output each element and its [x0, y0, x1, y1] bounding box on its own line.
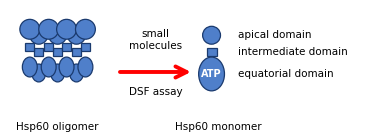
Circle shape — [20, 19, 40, 39]
FancyBboxPatch shape — [53, 48, 62, 56]
Ellipse shape — [51, 64, 65, 82]
Circle shape — [68, 26, 85, 44]
Text: DSF assay: DSF assay — [129, 87, 182, 97]
Circle shape — [203, 26, 220, 44]
Ellipse shape — [70, 64, 84, 82]
Circle shape — [76, 19, 95, 39]
FancyBboxPatch shape — [207, 48, 217, 56]
Text: intermediate domain: intermediate domain — [239, 47, 348, 57]
Ellipse shape — [78, 57, 93, 77]
Circle shape — [30, 26, 48, 44]
Text: equatorial domain: equatorial domain — [239, 69, 334, 79]
FancyBboxPatch shape — [44, 43, 53, 51]
Text: Hsp60 monomer: Hsp60 monomer — [175, 122, 262, 132]
Text: ATP: ATP — [201, 69, 222, 79]
FancyBboxPatch shape — [72, 48, 81, 56]
Text: small
molecules: small molecules — [129, 29, 182, 51]
Ellipse shape — [59, 57, 74, 77]
FancyBboxPatch shape — [62, 43, 71, 51]
Text: Hsp60 oligomer: Hsp60 oligomer — [16, 122, 99, 132]
FancyBboxPatch shape — [25, 43, 34, 51]
FancyBboxPatch shape — [81, 43, 90, 51]
Circle shape — [39, 19, 59, 39]
FancyBboxPatch shape — [34, 48, 43, 56]
Text: apical domain: apical domain — [239, 30, 312, 40]
Circle shape — [49, 26, 67, 44]
Ellipse shape — [199, 57, 225, 91]
Ellipse shape — [41, 57, 56, 77]
Ellipse shape — [32, 64, 46, 82]
Ellipse shape — [22, 57, 37, 77]
Circle shape — [57, 19, 76, 39]
